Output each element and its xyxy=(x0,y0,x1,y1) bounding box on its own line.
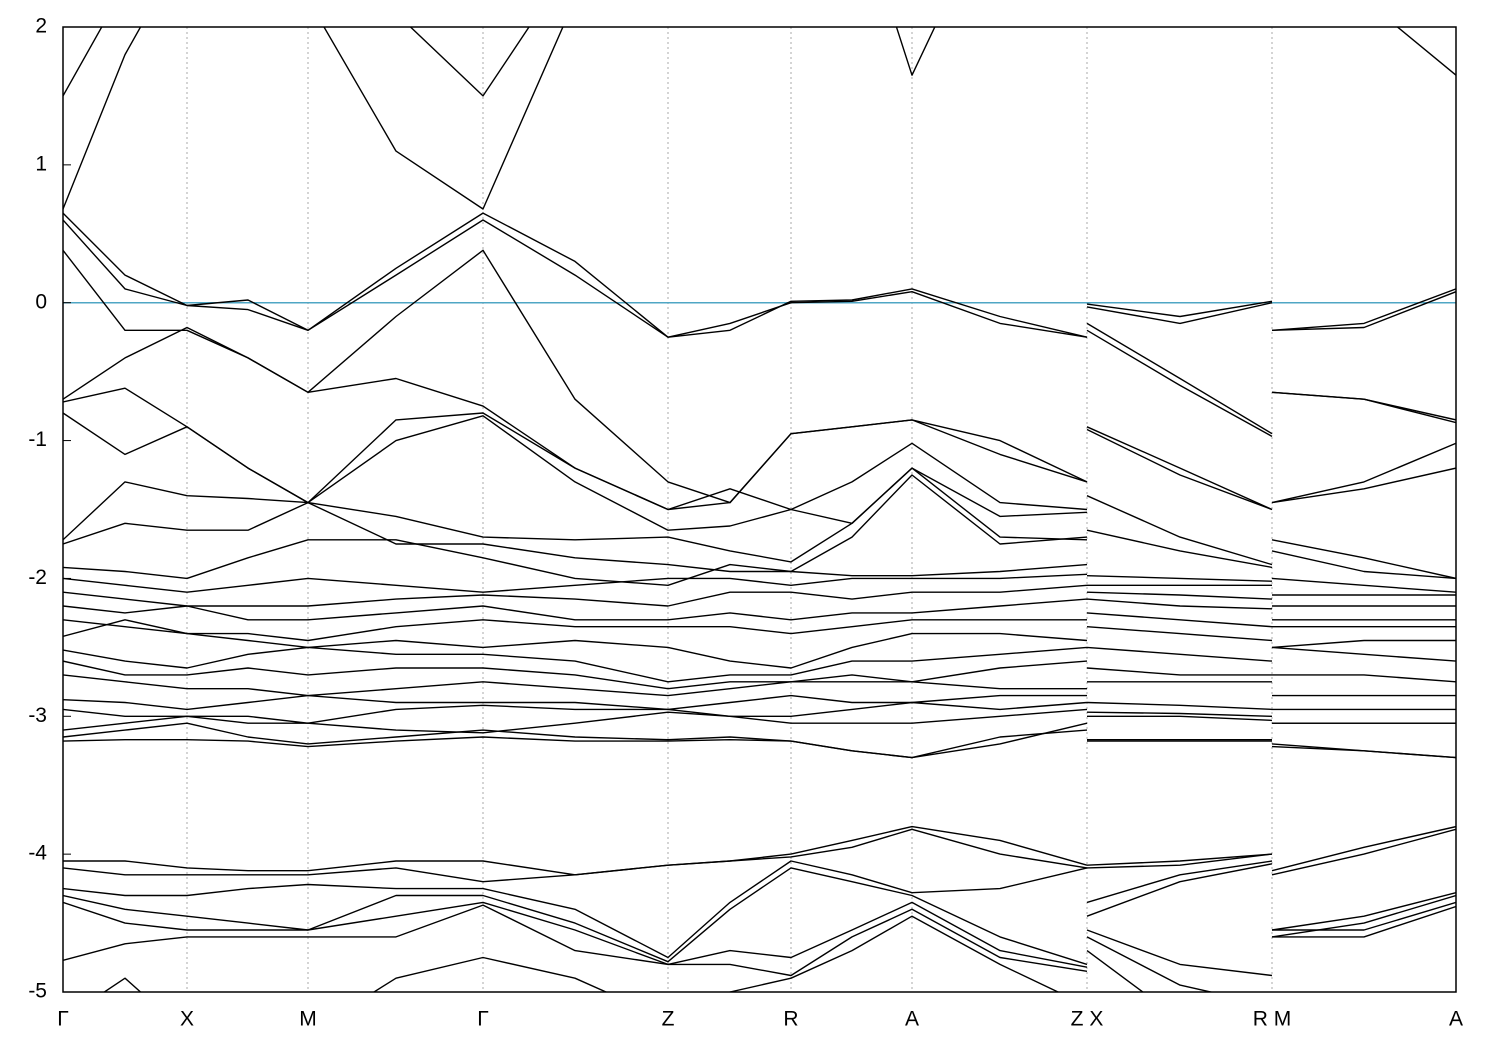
band-line xyxy=(63,27,1456,97)
x-tick-label: A xyxy=(1449,1008,1463,1031)
x-tick-label: Z X xyxy=(1071,1008,1104,1031)
x-tick-label: Γ xyxy=(477,1008,489,1031)
y-tick-label: 2 xyxy=(35,15,47,38)
x-tick-label: Γ xyxy=(57,1008,69,1031)
band-line xyxy=(63,212,1456,338)
x-tick-label: R xyxy=(783,1008,798,1031)
x-tick-label: M xyxy=(299,1008,317,1031)
band-line xyxy=(63,828,1456,883)
band-line xyxy=(63,901,1456,977)
y-tick-label: 0 xyxy=(35,290,47,313)
band-line xyxy=(63,674,1456,697)
band-line xyxy=(63,863,1456,966)
bands xyxy=(63,27,1456,992)
band-line xyxy=(63,539,1456,593)
band-line xyxy=(63,729,1456,759)
y-tick-label: -3 xyxy=(28,704,47,727)
band-line xyxy=(63,708,1456,734)
x-tick-label: X xyxy=(180,1008,194,1031)
band-line xyxy=(63,598,1456,621)
labels: -5 -4 -3 -2 -1 0 1 2 Γ X M Γ Z R A Z X R M A xyxy=(28,15,1463,1031)
x-tick-label: A xyxy=(905,1008,919,1031)
y-tick-label: 1 xyxy=(35,152,47,175)
y-tick-label: -1 xyxy=(28,428,47,451)
y-tick-label: -5 xyxy=(28,980,47,1003)
band-line xyxy=(63,904,1456,992)
band-line xyxy=(63,860,1456,959)
band-line xyxy=(63,612,1456,642)
x-tick-label: Z xyxy=(662,1008,675,1031)
band-line xyxy=(63,584,1456,607)
plot-frame xyxy=(62,26,1457,993)
band-line xyxy=(63,619,1456,669)
band-line xyxy=(63,660,1456,690)
band-line xyxy=(63,694,1456,711)
band-line xyxy=(103,915,1144,992)
band-line xyxy=(63,219,1456,338)
y-tick-label: -4 xyxy=(28,842,47,865)
band-line xyxy=(63,467,1456,580)
band-line xyxy=(63,474,1456,580)
band-line xyxy=(63,573,1456,596)
band-line xyxy=(63,646,1456,683)
y-tick-label: -2 xyxy=(28,566,47,589)
x-tick-label: R M xyxy=(1253,1008,1292,1031)
